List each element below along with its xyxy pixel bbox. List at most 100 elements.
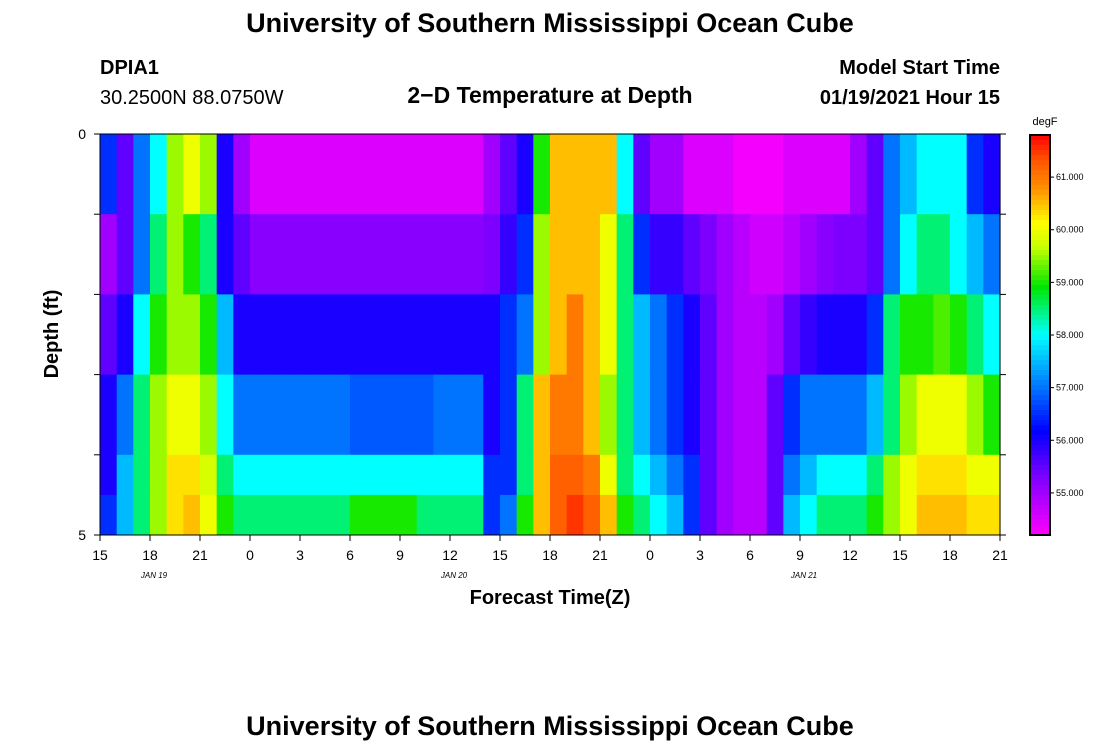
heatmap-cell <box>133 454 151 496</box>
colorbar-swatch <box>1030 310 1050 316</box>
heatmap-cell <box>266 454 284 496</box>
chart-title: 2−D Temperature at Depth <box>407 82 693 108</box>
heatmap-cell <box>900 374 918 456</box>
heatmap-cell <box>683 454 701 496</box>
heatmap-cell <box>233 494 251 536</box>
heatmap-cell <box>516 374 534 456</box>
heatmap-cell <box>366 494 384 536</box>
heatmap-cell <box>650 374 668 456</box>
colorbar-swatch <box>1030 400 1050 406</box>
heatmap-cell <box>316 214 334 295</box>
colorbar-swatch <box>1030 510 1050 516</box>
heatmap-cell <box>966 134 984 215</box>
colorbar-swatch <box>1030 360 1050 366</box>
heatmap-cell <box>550 374 568 456</box>
heatmap-cell <box>400 134 418 215</box>
colorbar-swatch <box>1030 445 1050 451</box>
heatmap-cell <box>250 374 268 456</box>
heatmap-cell <box>800 294 818 375</box>
heatmap-cell <box>866 374 884 456</box>
heatmap-cell <box>450 214 468 295</box>
heatmap-cell <box>550 214 568 295</box>
heatmap-cell <box>116 294 134 375</box>
colorbar-swatch <box>1030 405 1050 411</box>
heatmap-cell <box>300 454 318 496</box>
heatmap-cell <box>433 294 451 375</box>
x-tick-label: 21 <box>192 547 208 563</box>
heatmap-cell <box>616 214 634 295</box>
heatmap-cell <box>900 214 918 295</box>
heatmap-cell <box>216 374 234 456</box>
heatmap-cell <box>466 214 484 295</box>
heatmap-cell <box>700 494 718 536</box>
heatmap-cell <box>166 374 184 456</box>
colorbar-unit: degF <box>1032 116 1057 128</box>
colorbar-swatch <box>1030 230 1050 236</box>
heatmap-cell <box>750 294 768 375</box>
heatmap-cell <box>216 454 234 496</box>
heatmap-cell <box>366 294 384 375</box>
heatmap-cell <box>216 214 234 295</box>
heatmap-cell <box>100 294 118 375</box>
heatmap-cell <box>150 494 168 536</box>
heatmap-cell <box>350 374 368 456</box>
colorbar-swatch <box>1030 415 1050 421</box>
heatmap-cell <box>716 494 734 536</box>
heatmap-cell <box>400 494 418 536</box>
heatmap-cell <box>766 134 784 215</box>
colorbar-swatch <box>1030 340 1050 346</box>
heatmap-cell <box>966 454 984 496</box>
heatmap-cell <box>500 494 518 536</box>
heatmap-cell <box>983 134 1001 215</box>
heatmap-cell <box>833 374 851 456</box>
heatmap-cell <box>666 374 684 456</box>
colorbar-tick-label: 55.000 <box>1056 488 1084 498</box>
colorbar-swatch <box>1030 220 1050 226</box>
heatmap-cell <box>716 454 734 496</box>
page-title: University of Southern Mississippi Ocean… <box>246 8 854 38</box>
heatmap-cell <box>716 214 734 295</box>
heatmap-cell <box>250 134 268 215</box>
colorbar-swatch <box>1030 255 1050 261</box>
heatmap-cell <box>600 294 618 375</box>
heatmap-cell <box>500 294 518 375</box>
heatmap-cell <box>750 374 768 456</box>
heatmap-cell <box>816 134 834 215</box>
heatmap-cell <box>450 454 468 496</box>
heatmap-cell <box>816 214 834 295</box>
heatmap-cell <box>983 454 1001 496</box>
heatmap-cell <box>933 454 951 496</box>
heatmap-cell <box>183 134 201 215</box>
colorbar-swatch <box>1030 345 1050 351</box>
heatmap-cell <box>500 454 518 496</box>
heatmap-cell <box>416 214 434 295</box>
colorbar-swatch <box>1030 280 1050 286</box>
colorbar-swatch <box>1030 370 1050 376</box>
colorbar-swatch <box>1030 505 1050 511</box>
heatmap-cell <box>783 494 801 536</box>
colorbar-swatch <box>1030 290 1050 296</box>
heatmap-cell <box>583 494 601 536</box>
heatmap-cell <box>883 374 901 456</box>
heatmap-cell <box>616 494 634 536</box>
colorbar-swatch <box>1030 150 1050 156</box>
heatmap-cell <box>183 494 201 536</box>
heatmap-cell <box>800 214 818 295</box>
heatmap-cell <box>916 294 934 375</box>
heatmap-cell <box>866 134 884 215</box>
colorbar-swatch <box>1030 450 1050 456</box>
heatmap-cell <box>316 374 334 456</box>
date-label: JAN 19 <box>140 571 168 580</box>
heatmap-cell <box>850 134 868 215</box>
heatmap-cell <box>600 134 618 215</box>
heatmap-cell <box>133 294 151 375</box>
heatmap-cell <box>816 454 834 496</box>
heatmap-cell <box>350 494 368 536</box>
heatmap-cell <box>966 374 984 456</box>
heatmap-cell <box>916 374 934 456</box>
heatmap-cell <box>700 454 718 496</box>
heatmap-cell <box>200 294 218 375</box>
x-tick-label: 6 <box>346 547 354 563</box>
heatmap-cell <box>533 134 551 215</box>
heatmap-cell <box>766 214 784 295</box>
